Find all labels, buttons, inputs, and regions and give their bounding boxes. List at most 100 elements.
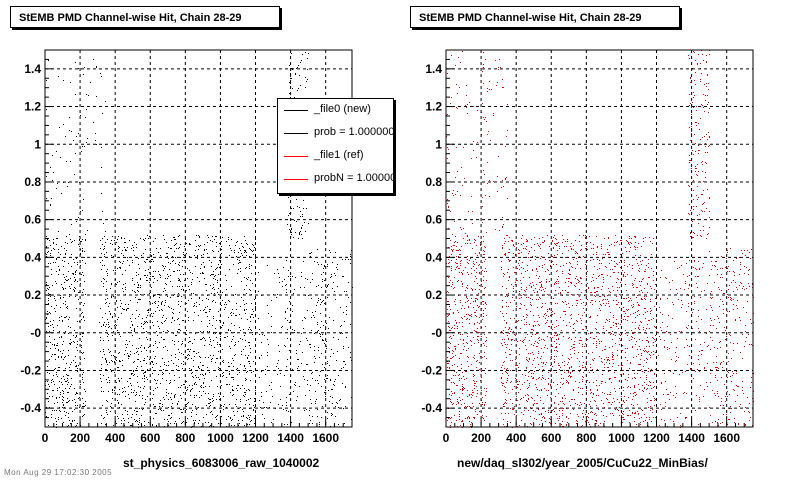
- data-point: [483, 276, 484, 277]
- data-point: [530, 423, 531, 424]
- data-point: [254, 398, 255, 399]
- data-point: [641, 246, 642, 247]
- data-point: [231, 286, 232, 287]
- data-point: [49, 336, 50, 337]
- data-point: [525, 291, 526, 292]
- data-point: [580, 402, 581, 403]
- data-point: [464, 316, 465, 317]
- data-point: [90, 82, 91, 83]
- data-point: [486, 280, 487, 281]
- data-point: [114, 390, 115, 391]
- data-point: [477, 283, 478, 284]
- data-point: [504, 368, 505, 369]
- data-point: [284, 279, 285, 280]
- data-point: [573, 390, 574, 391]
- data-point: [477, 110, 478, 111]
- data-point: [554, 403, 555, 404]
- data-point: [462, 421, 463, 422]
- data-point: [287, 308, 288, 309]
- data-point: [229, 255, 230, 256]
- data-point: [226, 407, 227, 408]
- data-point: [196, 235, 197, 236]
- data-point: [637, 370, 638, 371]
- data-point: [145, 275, 146, 276]
- data-point: [451, 391, 452, 392]
- data-point: [221, 241, 222, 242]
- data-point: [651, 352, 652, 353]
- data-point: [158, 305, 159, 306]
- data-point: [637, 349, 638, 350]
- data-point: [501, 378, 502, 379]
- data-point: [66, 402, 67, 403]
- data-point: [178, 293, 179, 294]
- data-point: [246, 379, 247, 380]
- data-point: [303, 261, 304, 262]
- data-point: [543, 369, 544, 370]
- data-point: [290, 97, 291, 98]
- data-point: [569, 270, 570, 271]
- data-point: [478, 293, 479, 294]
- data-point: [180, 395, 181, 396]
- data-point: [577, 253, 578, 254]
- data-point: [149, 278, 150, 279]
- data-point: [583, 410, 584, 411]
- data-point: [76, 258, 77, 259]
- data-point: [654, 386, 655, 387]
- data-point: [655, 284, 656, 285]
- data-point: [501, 294, 502, 295]
- data-point: [51, 306, 52, 307]
- data-point: [451, 395, 452, 396]
- data-point: [539, 424, 540, 425]
- data-point: [191, 298, 192, 299]
- data-point: [562, 235, 563, 236]
- data-point: [530, 283, 531, 284]
- data-point: [61, 284, 62, 285]
- data-point: [144, 386, 145, 387]
- data-point: [154, 278, 155, 279]
- data-point: [241, 416, 242, 417]
- data-point: [59, 127, 60, 128]
- data-point: [56, 258, 57, 259]
- data-point: [644, 271, 645, 272]
- data-point: [653, 387, 654, 388]
- data-point: [211, 361, 212, 362]
- data-point: [158, 301, 159, 302]
- data-point: [526, 324, 527, 325]
- data-point: [162, 323, 163, 324]
- data-point: [471, 196, 472, 197]
- data-point: [289, 394, 290, 395]
- data-point: [559, 408, 560, 409]
- data-point: [489, 180, 490, 181]
- data-point: [542, 303, 543, 304]
- data-point: [587, 271, 588, 272]
- data-point: [57, 345, 58, 346]
- data-point: [150, 389, 151, 390]
- data-point: [82, 377, 83, 378]
- data-point: [157, 387, 158, 388]
- data-point: [533, 378, 534, 379]
- data-point: [653, 271, 654, 272]
- data-point: [299, 75, 300, 76]
- data-point: [467, 236, 468, 237]
- data-point: [331, 274, 332, 275]
- data-point: [154, 379, 155, 380]
- data-point: [101, 326, 102, 327]
- data-point: [240, 268, 241, 269]
- data-point: [298, 366, 299, 367]
- data-point: [132, 335, 133, 336]
- data-point: [51, 417, 52, 418]
- data-point: [238, 263, 239, 264]
- data-point: [178, 387, 179, 388]
- data-point: [289, 93, 290, 94]
- data-point: [590, 260, 591, 261]
- data-point: [479, 272, 480, 273]
- data-point: [599, 268, 600, 269]
- data-point: [229, 301, 230, 302]
- data-point: [538, 299, 539, 300]
- data-point: [301, 272, 302, 273]
- data-point: [612, 402, 613, 403]
- data-point: [154, 302, 155, 303]
- data-point: [563, 302, 564, 303]
- data-point: [63, 182, 64, 183]
- data-point: [448, 292, 449, 293]
